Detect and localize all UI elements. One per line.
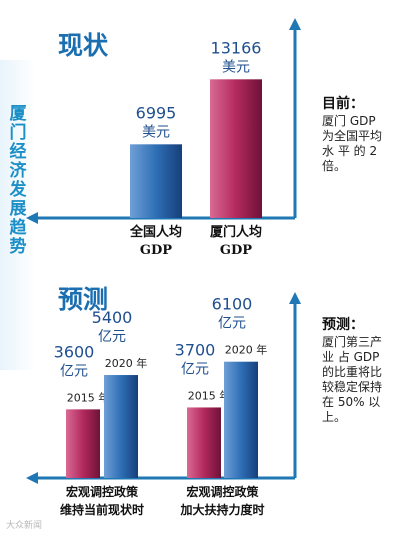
y-axis-arrow (289, 292, 301, 304)
bar-value-label: 3700 (175, 340, 216, 359)
bar-unit-label: 亿元 (218, 316, 246, 332)
bar-unit-label: 美元 (142, 124, 170, 140)
forecast-note-line: 的比重将比 (322, 365, 383, 379)
forecast-note-line: 上。 (322, 410, 347, 424)
year-label: 2020 年 (105, 356, 148, 370)
bar-value-label: 6995 (136, 103, 177, 122)
forecast-note-line: 厦门第三产 (322, 335, 383, 349)
bar (210, 79, 262, 218)
current-note-line: 厦门 GDP (322, 114, 376, 128)
bar (224, 361, 258, 478)
category-label: 宏观调控政策 (186, 484, 259, 499)
year-label: 2015 年 (67, 390, 110, 404)
year-label: 2020 年 (225, 343, 268, 357)
current-note-line: 为全国平均 (322, 129, 383, 143)
category-label: GDP (220, 243, 252, 258)
forecast-note-title: 预测： (322, 317, 364, 333)
forecast-note: 预测： 厦门第三产业 占 GDP 的比重将比 较稳定保持在 50% 以上。 (322, 316, 396, 425)
section-title-current: 现状 (58, 31, 109, 60)
category-label: 全国人均 (129, 224, 182, 240)
section-title-forecast: 预测 (58, 285, 109, 314)
forecast-note-line: 业 占 GDP (322, 350, 380, 364)
current-note-line: 水 平 的 2 (322, 144, 378, 158)
bar-value-label: 6100 (212, 295, 253, 314)
x-axis-arrow (26, 212, 38, 224)
x-axis-arrow (26, 472, 38, 484)
forecast-note-line: 在 50% 以 (322, 395, 381, 409)
bar-value-label: 3600 (54, 342, 95, 361)
bar-unit-label: 亿元 (60, 363, 88, 379)
side-title: 厦门经济发展趋势 (9, 104, 27, 257)
category-label: 加大扶持力度时 (179, 502, 264, 517)
bar-unit-label: 亿元 (181, 361, 209, 377)
bar-value-label: 13166 (211, 38, 262, 57)
category-label: GDP (140, 243, 172, 258)
forecast-note-line: 较稳定保持 (322, 380, 383, 394)
category-label: 维持当前现状时 (60, 502, 144, 517)
current-note-title: 目前： (322, 96, 364, 112)
bar (187, 407, 221, 478)
bar-value-label: 5400 (92, 308, 133, 327)
category-label: 厦门人均 (210, 224, 262, 240)
current-note-line: 倍。 (322, 159, 347, 173)
y-axis-arrow (289, 18, 301, 30)
bar-unit-label: 亿元 (98, 329, 126, 345)
side-strip (0, 60, 36, 370)
category-label: 宏观调控政策 (66, 484, 139, 499)
bar (104, 375, 138, 478)
watermark: 大众新闻 (6, 521, 43, 531)
bar-unit-label: 美元 (222, 59, 250, 75)
year-label: 2015 年 (188, 388, 231, 402)
bar (66, 409, 100, 478)
current-note: 目前： 厦门 GDP 为全国平均水 平 的 2 倍。 (322, 95, 396, 174)
bar (130, 144, 182, 218)
